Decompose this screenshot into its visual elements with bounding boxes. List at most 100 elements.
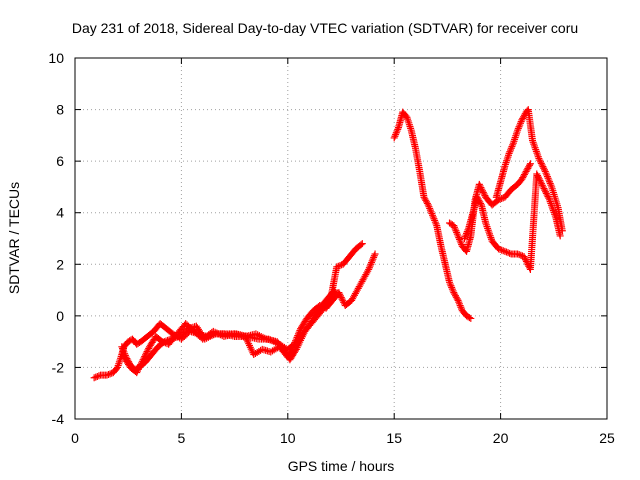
- data-point: [539, 163, 547, 171]
- data-point: [455, 234, 463, 242]
- data-point: [138, 359, 145, 367]
- data-point: [428, 210, 436, 218]
- data-point: [336, 262, 344, 270]
- x-tick-label: 25: [599, 430, 615, 446]
- axis-ticks: [74, 57, 608, 420]
- data-point: [427, 208, 435, 216]
- data-point: [538, 181, 546, 189]
- data-point: [463, 228, 471, 236]
- data-point: [498, 246, 506, 254]
- x-tick-label: 5: [178, 430, 186, 446]
- data-point: [543, 171, 551, 179]
- data-point: [137, 361, 145, 369]
- chart-title: Day 231 of 2018, Sidereal Day-to-day VTE…: [72, 20, 578, 36]
- data-point: [368, 257, 376, 265]
- data-point: [538, 161, 546, 169]
- data-point: [467, 314, 475, 322]
- data-point: [447, 282, 455, 290]
- data-point: [465, 314, 473, 322]
- series-arc-4: [390, 108, 475, 322]
- data-point: [103, 371, 111, 379]
- data-point: [475, 196, 483, 204]
- data-point: [534, 172, 542, 180]
- data-point: [520, 172, 528, 180]
- x-tick-label: 10: [280, 430, 296, 446]
- data-point: [542, 189, 550, 197]
- data-point: [424, 201, 432, 209]
- data-point: [452, 227, 460, 235]
- data-point: [134, 367, 142, 375]
- data-point: [476, 198, 484, 206]
- data-point: [133, 369, 141, 377]
- data-point: [95, 372, 103, 380]
- data-point: [392, 129, 400, 137]
- data-point: [522, 167, 530, 175]
- data-point: [365, 264, 373, 272]
- data-point: [420, 193, 428, 201]
- y-tick-label: -2: [52, 359, 65, 375]
- data-point: [450, 222, 458, 230]
- data-point: [142, 349, 150, 357]
- data-point: [519, 114, 527, 122]
- data-point: [393, 127, 401, 135]
- data-point: [391, 132, 399, 140]
- data-point: [370, 252, 378, 260]
- data-point: [325, 298, 333, 306]
- data-point: [543, 173, 551, 181]
- data-point: [453, 230, 461, 238]
- plot-frame: [74, 57, 608, 420]
- data-point: [450, 289, 458, 297]
- data-point: [451, 290, 459, 298]
- y-tick-label: 10: [48, 50, 64, 66]
- data-point: [371, 250, 379, 258]
- data-point: [509, 141, 517, 149]
- data-point: [296, 326, 304, 334]
- data-point: [545, 176, 553, 184]
- x-tick-labels: 0 5 10 15 20 25: [71, 430, 615, 446]
- data-point: [539, 183, 547, 191]
- data-point: [457, 303, 465, 311]
- data-point: [141, 351, 149, 359]
- data-point: [135, 364, 143, 372]
- data-point: [474, 195, 482, 203]
- x-tick-label: 0: [71, 430, 79, 446]
- x-axis-label: GPS time / hours: [288, 458, 395, 474]
- y-axis-label: SDTVAR / TECUs: [6, 182, 22, 294]
- data-point: [536, 176, 544, 184]
- data-point: [421, 195, 429, 203]
- data-point: [520, 171, 528, 179]
- data-point: [477, 184, 485, 192]
- data-point: [546, 179, 554, 187]
- data-point: [546, 178, 554, 186]
- data-point: [543, 191, 551, 199]
- data-point: [464, 226, 472, 234]
- data-point: [119, 346, 127, 354]
- data-point: [540, 185, 548, 193]
- data-point: [537, 159, 545, 167]
- data-point: [517, 251, 525, 259]
- data-point: [544, 174, 552, 182]
- data-point: [494, 245, 502, 253]
- data-point: [392, 130, 400, 138]
- data-point: [426, 206, 434, 214]
- data-point: [141, 352, 149, 360]
- data-point: [507, 144, 515, 152]
- data-point: [463, 229, 471, 237]
- data-point: [460, 235, 468, 242]
- data-point: [541, 167, 549, 175]
- data-point: [542, 169, 550, 177]
- data-point: [519, 174, 527, 182]
- data-point: [119, 345, 127, 353]
- data-point: [515, 123, 523, 131]
- data-point: [535, 175, 543, 183]
- data-point: [93, 372, 101, 380]
- data-point: [475, 180, 483, 188]
- data-point: [457, 239, 465, 247]
- data-point: [450, 223, 458, 231]
- data-point: [540, 164, 548, 172]
- data-point: [521, 254, 529, 262]
- series-arc-7: [492, 106, 566, 235]
- data-point: [506, 148, 514, 156]
- data-point: [422, 196, 430, 204]
- data-point: [504, 249, 512, 257]
